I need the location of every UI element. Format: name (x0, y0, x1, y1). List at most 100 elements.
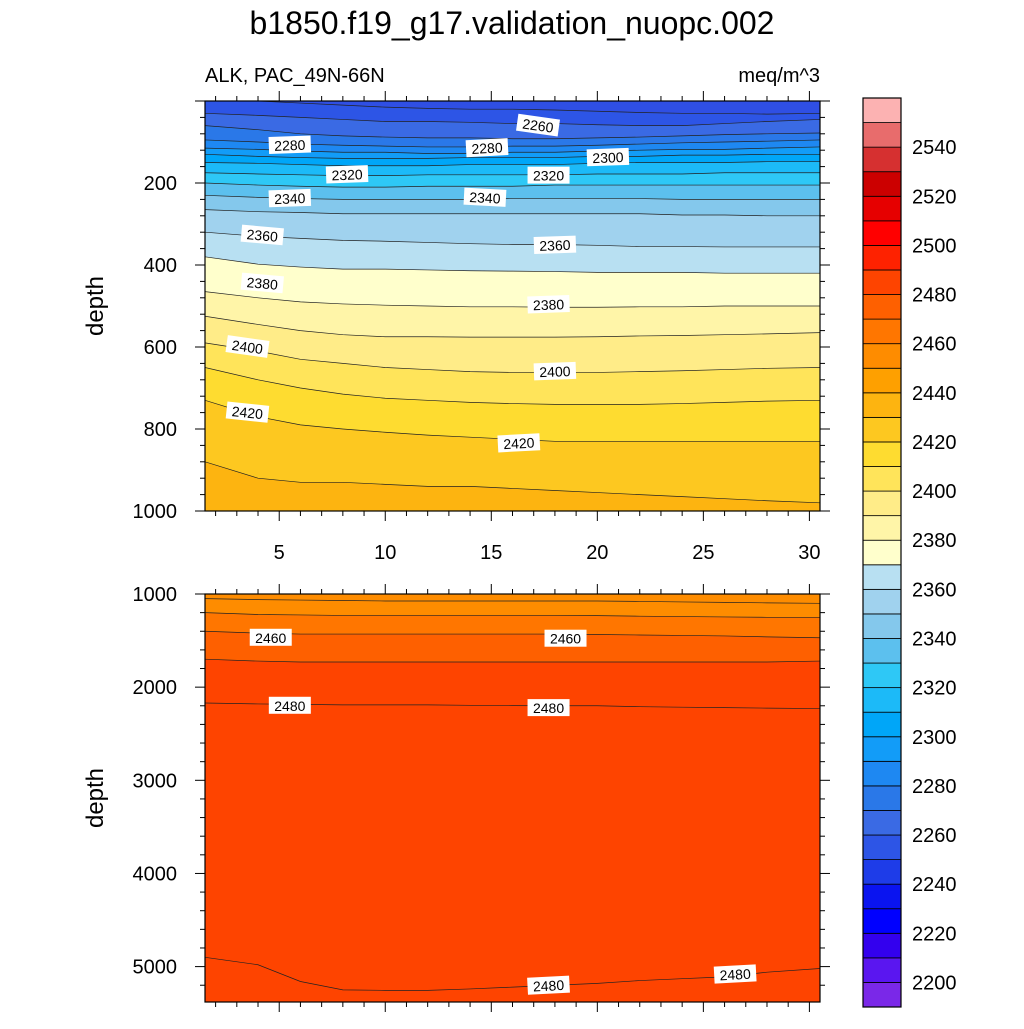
y-tick-label: 3000 (133, 770, 178, 792)
contour-line-2280 (205, 139, 820, 148)
colorbar-swatch-2490 (862, 245, 902, 271)
contour-label: 2320 (527, 166, 570, 184)
colorbar-tick-label: 2400 (912, 481, 957, 503)
contour-label-text: 2400 (539, 363, 571, 380)
colorbar-tick-label: 2200 (912, 972, 957, 994)
contour-line-2430 (205, 461, 820, 504)
colorbar-swatch-2550 (862, 97, 902, 123)
colorbar-tick-label: 2540 (912, 137, 957, 159)
colorbar-swatch-2470 (862, 294, 902, 320)
colorbar-swatch-2400 (862, 466, 902, 492)
contour-label-bg (463, 187, 507, 207)
contour-line-2460 (205, 612, 820, 618)
contour-line-2270 (205, 125, 820, 140)
contour-label-bg (249, 628, 292, 646)
band-below-2430 (205, 461, 820, 511)
contour-label-text: 2340 (469, 189, 501, 207)
contour-line-2480 (205, 956, 820, 991)
colorbar-swatch-2530 (862, 146, 902, 173)
colorbar-swatch-2280 (862, 760, 902, 787)
colorbar-tick-label: 2300 (912, 727, 957, 749)
colorbar-tick-label: 2280 (912, 776, 957, 798)
colorbar-tick-label: 2380 (912, 530, 957, 552)
plot-area: 2460 2460 2480 2480 2480 2480 (205, 594, 820, 1002)
colorbar-tick-label: 2460 (912, 334, 957, 356)
contour-line-2310 (205, 161, 820, 167)
contour-label-bg (325, 165, 369, 184)
colorbar-swatch-2540 (862, 122, 902, 148)
contour-label-bg (465, 138, 509, 158)
colorbar-tick-label: 2340 (912, 628, 957, 650)
contour-label-text: 2420 (503, 435, 535, 453)
colorbar-swatch-2330 (862, 638, 902, 664)
colorbar-swatch-2200 (862, 957, 902, 983)
contour-line-2370 (205, 256, 820, 274)
contour-label-text: 2480 (719, 966, 751, 984)
colorbar-swatch-2460 (862, 318, 902, 345)
contour-label-text: 2360 (539, 237, 571, 254)
contour-label-bg (527, 295, 570, 314)
contour-label: 2360 (240, 224, 284, 246)
contour-line-2380 (205, 291, 820, 308)
contour-label-text: 2420 (231, 403, 264, 422)
contour-label-text: 2320 (331, 166, 363, 183)
contour-label-bg (527, 975, 570, 995)
contour-line-2320 (205, 172, 820, 176)
colorbar-tick-label: 2320 (912, 678, 957, 700)
colorbar-tick-label: 2500 (912, 235, 957, 257)
colorbar-swatch-2220 (862, 908, 902, 934)
y-tick-label: 400 (144, 255, 177, 277)
contour-label: 2320 (325, 165, 369, 184)
contour-label-bg (516, 113, 560, 137)
contour-label-text: 2460 (550, 631, 581, 647)
contour-label-bg (586, 147, 630, 167)
y-tick-label: 5000 (133, 957, 178, 979)
colorbar-tick-label: 2480 (912, 285, 957, 307)
colorbar-swatch-2290 (862, 736, 902, 762)
contour-label-text: 2300 (592, 149, 624, 166)
band-below-2490 (205, 702, 820, 1002)
y-tick-label: 1000 (133, 584, 178, 606)
colorbar-swatch-2240 (862, 859, 902, 885)
colorbar-tick-label: 2440 (912, 383, 957, 405)
contour-label: 2460 (249, 628, 292, 646)
colorbar-swatch-2370 (862, 539, 902, 566)
contour-line-2340 (205, 194, 820, 200)
contour-label-bg (240, 224, 284, 246)
contour-label-text: 2460 (255, 630, 286, 646)
contour-label-text: 2400 (231, 337, 264, 357)
contour-label-bg (527, 166, 570, 184)
colorbar-swatch-2230 (862, 883, 902, 910)
colorbar-swatch-2430 (862, 392, 902, 418)
colorbar-swatch-2480 (862, 269, 902, 295)
contour-line-2250 (205, 101, 820, 115)
contour-label-bg (268, 188, 312, 208)
colorbar-swatch-2510 (862, 195, 902, 222)
y-tick-label: 2000 (133, 677, 178, 699)
contour-label: 2280 (465, 138, 509, 158)
contour-line-2330 (205, 182, 820, 188)
contour-label-bg (544, 629, 587, 647)
colorbar-tick-label: 2220 (912, 923, 957, 945)
contour-label-text: 2380 (246, 274, 279, 293)
contour-label: 2300 (586, 147, 630, 167)
panel-subtitle-left: ALK, PAC_49N-66N (205, 65, 385, 87)
contour-label: 2340 (463, 187, 507, 207)
contour-label-text: 2360 (246, 226, 279, 245)
contour-label-bg (268, 135, 312, 155)
colorbar-frame (862, 97, 902, 1008)
colorbar-swatch-2440 (862, 367, 902, 394)
colorbar-swatch-2320 (862, 662, 902, 689)
upper-panel: 2260 2280 2280 2300 2320 2320 2340 2340 2360 2360… (82, 91, 830, 564)
contour-label: 2360 (533, 235, 577, 255)
colorbar-swatch-2310 (862, 687, 902, 713)
contour-label-text: 2480 (533, 977, 565, 995)
colorbar-swatch-2390 (862, 490, 902, 517)
contour-label: 2480 (527, 975, 570, 995)
contour-label-text: 2480 (533, 700, 564, 716)
contour-label-bg (527, 699, 570, 717)
contour-label: 2260 (516, 113, 560, 137)
contour-label: 2400 (533, 361, 577, 381)
contour-label-bg (713, 964, 757, 984)
contour-label-bg (225, 335, 270, 358)
